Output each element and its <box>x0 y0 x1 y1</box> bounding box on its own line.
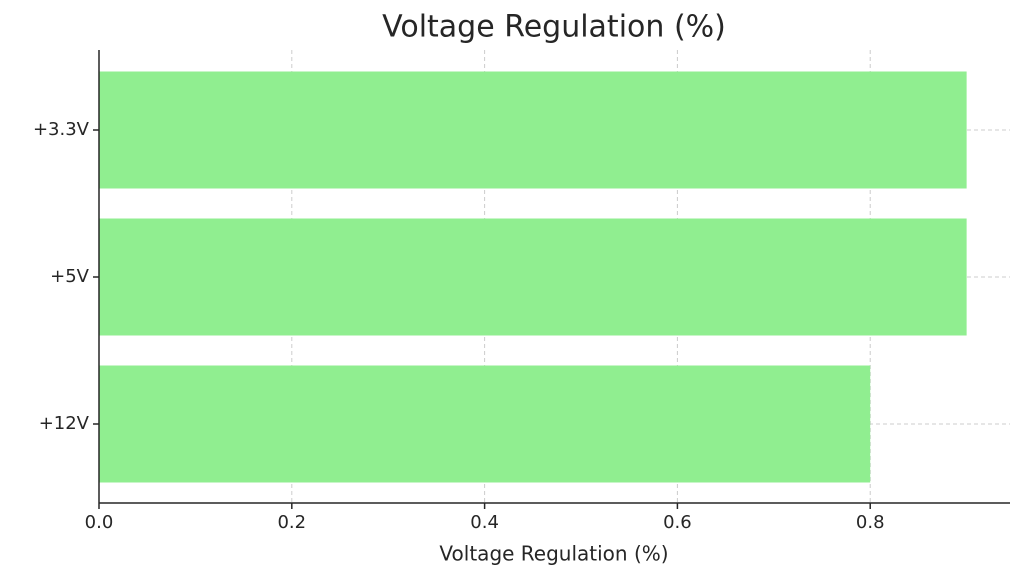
bar <box>99 218 967 336</box>
x-tick-label: 0.0 <box>85 512 114 533</box>
x-tick-label: 0.6 <box>663 512 692 533</box>
bar <box>99 365 871 483</box>
y-tick-label: +5V <box>50 266 90 287</box>
x-tick-label: 0.4 <box>470 512 499 533</box>
bar <box>99 71 967 189</box>
x-tick-label: 0.8 <box>856 512 885 533</box>
y-tick-label: +12V <box>39 413 90 434</box>
x-axis-label: Voltage Regulation (%) <box>439 542 668 566</box>
y-tick-label: +3.3V <box>33 119 90 140</box>
x-tick-label: 0.2 <box>277 512 306 533</box>
chart-title: Voltage Regulation (%) <box>382 10 726 45</box>
